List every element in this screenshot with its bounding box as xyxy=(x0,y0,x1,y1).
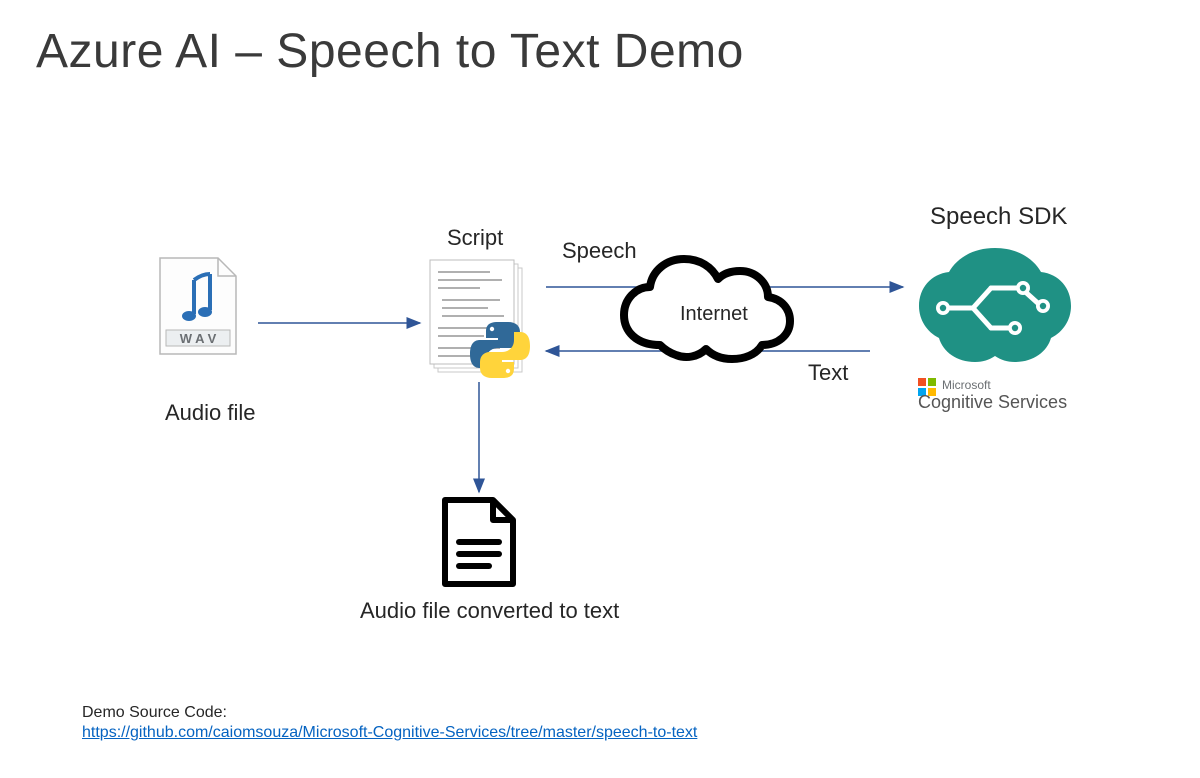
footer-link[interactable]: https://github.com/caiomsouza/Microsoft-… xyxy=(82,724,697,742)
label-internet: Internet xyxy=(680,303,748,326)
label-output: Audio file converted to text xyxy=(360,598,619,624)
brain-icon xyxy=(919,248,1071,362)
svg-text:W A V: W A V xyxy=(180,331,217,346)
label-microsoft: Microsoft xyxy=(942,378,991,392)
diagram-canvas: W A V xyxy=(0,0,1200,778)
label-audio-file: Audio file xyxy=(165,400,256,426)
label-script: Script xyxy=(447,225,503,251)
script-icon xyxy=(430,260,530,378)
text-file-icon xyxy=(445,500,513,584)
slide-root: { "title": { "text": "Azure AI – Speech … xyxy=(0,0,1200,778)
label-speech-sdk: Speech SDK xyxy=(930,203,1067,231)
label-edge-text: Text xyxy=(808,360,848,386)
label-edge-speech: Speech xyxy=(562,238,637,264)
label-cognitive-services: Cognitive Services xyxy=(918,392,1067,413)
wav-file-icon: W A V xyxy=(160,258,236,354)
footer-label: Demo Source Code: xyxy=(82,704,227,722)
